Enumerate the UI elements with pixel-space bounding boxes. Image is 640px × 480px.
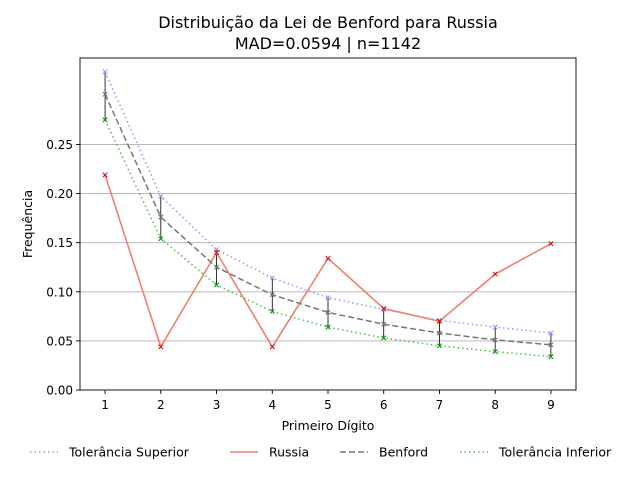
x-tick-label: 4 bbox=[268, 398, 276, 412]
x-tick-label: 8 bbox=[491, 398, 499, 412]
legend-item: Tolerância Inferior bbox=[460, 445, 612, 460]
data-point bbox=[436, 318, 443, 324]
data-point bbox=[436, 317, 443, 323]
legend-item: Russia bbox=[230, 445, 309, 460]
data-point bbox=[381, 321, 387, 327]
data-point bbox=[158, 214, 164, 220]
y-tick-label: 0.00 bbox=[46, 384, 73, 398]
data-point bbox=[269, 292, 275, 298]
x-tick-label: 6 bbox=[380, 398, 388, 412]
x-tick-label: 5 bbox=[324, 398, 332, 412]
data-point bbox=[158, 344, 164, 350]
x-axis-ticks: 1 2 3 4 5 6 7 8 9 bbox=[101, 390, 555, 412]
data-point bbox=[492, 349, 498, 355]
data-point bbox=[269, 275, 275, 281]
x-tick-label: 3 bbox=[213, 398, 221, 412]
data-point bbox=[325, 255, 331, 261]
data-point bbox=[548, 330, 554, 336]
data-point bbox=[325, 295, 331, 301]
x-tick-label: 9 bbox=[547, 398, 555, 412]
legend-item: Tolerância Superior bbox=[30, 445, 190, 460]
data-point bbox=[158, 236, 164, 242]
data-point bbox=[381, 306, 387, 313]
y-axis-label: Frequência bbox=[20, 190, 35, 258]
data-point bbox=[381, 335, 387, 341]
data-point bbox=[325, 309, 331, 315]
data-point bbox=[436, 330, 443, 336]
x-tick-label: 2 bbox=[157, 398, 165, 412]
data-point bbox=[548, 342, 554, 348]
tolerance-bars bbox=[104, 71, 552, 357]
y-tick-label: 0.10 bbox=[46, 285, 73, 299]
data-point bbox=[548, 354, 554, 360]
y-tick-label: 0.05 bbox=[46, 334, 73, 348]
data-point bbox=[102, 69, 108, 75]
legend-label: Tolerância Inferior bbox=[498, 445, 612, 460]
legend-label: Tolerância Superior bbox=[68, 445, 190, 460]
data-point bbox=[213, 282, 220, 288]
legend-label: Benford bbox=[379, 445, 428, 460]
grid-lines bbox=[80, 143, 576, 342]
data-point bbox=[325, 324, 331, 330]
data-point bbox=[548, 241, 554, 247]
y-tick-label: 0.25 bbox=[46, 138, 73, 152]
chart-title: Distribuição da Lei de Benford para Russ… bbox=[158, 13, 498, 32]
data-point bbox=[269, 308, 275, 315]
data-point bbox=[381, 305, 387, 312]
x-tick-label: 1 bbox=[101, 398, 109, 412]
data-point bbox=[102, 91, 108, 97]
y-tick-label: 0.20 bbox=[46, 187, 73, 201]
data-point bbox=[102, 117, 108, 123]
data-point bbox=[492, 337, 498, 343]
series-line-toler-ncia-inferior bbox=[104, 119, 551, 358]
data-point bbox=[269, 344, 275, 350]
data-point bbox=[492, 271, 498, 277]
chart-subtitle: MAD=0.0594 | n=1142 bbox=[235, 34, 421, 53]
data-point bbox=[102, 172, 108, 178]
y-tick-label: 0.15 bbox=[46, 236, 73, 250]
legend: Tolerância Superior Russia Benford Tolerânc… bbox=[30, 445, 612, 460]
series-markers bbox=[102, 69, 554, 360]
y-axis-ticks: 0.00 0.05 0.10 0.15 0.20 0.25 bbox=[46, 138, 80, 398]
legend-item: Benford bbox=[340, 445, 428, 460]
series-line-benford bbox=[104, 94, 551, 346]
data-point bbox=[158, 193, 164, 200]
x-axis-label: Primeiro Dígito bbox=[282, 418, 375, 433]
legend-label: Russia bbox=[269, 445, 309, 460]
series-line-toler-ncia-superior bbox=[104, 71, 552, 334]
data-point bbox=[436, 343, 443, 349]
x-tick-label: 7 bbox=[436, 398, 444, 412]
data-point bbox=[213, 249, 220, 256]
data-point bbox=[213, 264, 220, 270]
data-point bbox=[492, 324, 498, 330]
